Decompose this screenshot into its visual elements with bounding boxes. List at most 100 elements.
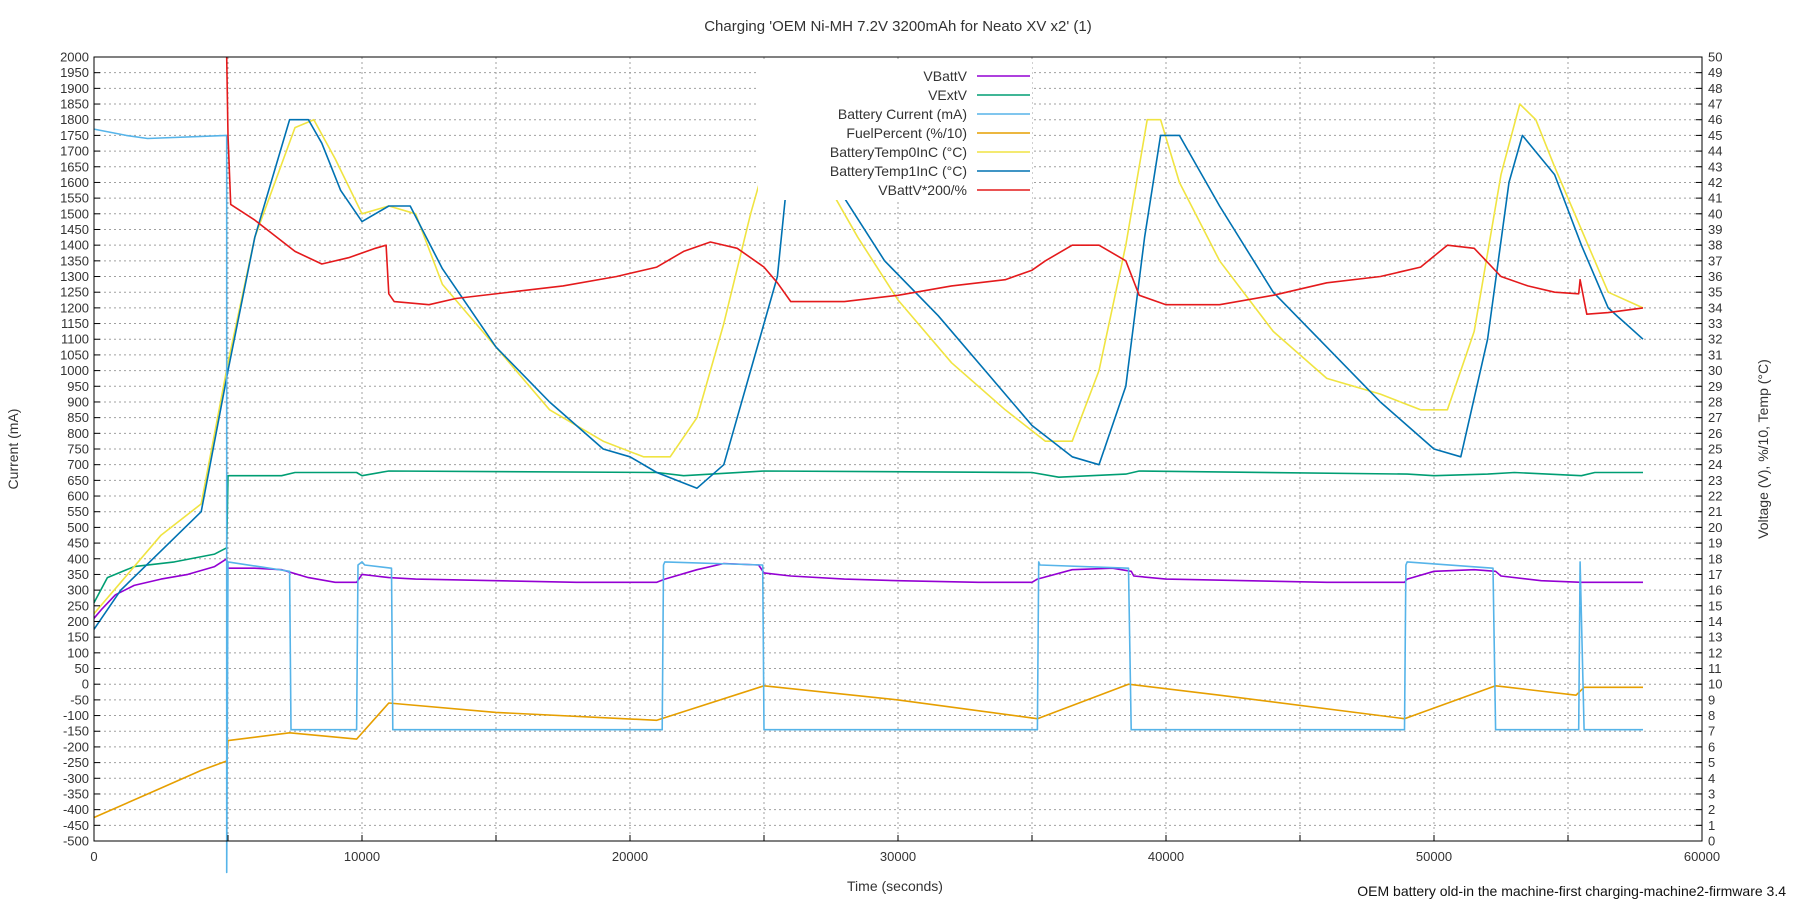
y-tick-label: -400 (63, 802, 89, 817)
legend-label-4: BatteryTemp0InC (°C) (830, 144, 967, 160)
y2-tick-label: 36 (1708, 269, 1722, 284)
y-tick-label: 1800 (60, 112, 89, 127)
x-axis-ticks: 0 10000 20000 30000 40000 50000 60000 (90, 835, 1720, 864)
y2-tick-label: 34 (1708, 300, 1722, 315)
y-tick-label: 1250 (60, 285, 89, 300)
y2-tick-label: 1 (1708, 818, 1715, 833)
y2-tick-label: 21 (1708, 504, 1722, 519)
y2-tick-label: 12 (1708, 645, 1722, 660)
x-tick-label: 10000 (344, 849, 380, 864)
y-tick-label: 0 (82, 677, 89, 692)
y-tick-label: -250 (63, 755, 89, 770)
y-tick-label: 50 (75, 661, 89, 676)
y-tick-label: 1450 (60, 222, 89, 237)
y2-tick-label: 18 (1708, 551, 1722, 566)
y-tick-label: -300 (63, 771, 89, 786)
x-tick-label: 50000 (1416, 849, 1452, 864)
y2-tick-label: 31 (1708, 347, 1722, 362)
series-line-6 (225, 56, 1644, 316)
y-tick-label: 600 (67, 489, 89, 504)
y-tick-label: 1350 (60, 253, 89, 268)
y2-tick-label: 25 (1708, 442, 1722, 457)
y2-tick-label: 46 (1708, 112, 1722, 127)
y-tick-label: -100 (63, 708, 89, 723)
y2-tick-label: 40 (1708, 206, 1722, 221)
y-tick-label: -150 (63, 724, 89, 739)
y2-tick-label: 42 (1708, 175, 1722, 190)
y-tick-label: 650 (67, 473, 89, 488)
legend-label-0: VBattV (923, 68, 967, 84)
y2-tick-label: 44 (1708, 144, 1722, 159)
y-tick-label: 800 (67, 426, 89, 441)
y2-axis-ticks: 0123456789101112131415161718192021222324… (1696, 50, 1722, 849)
y2-tick-label: 3 (1708, 786, 1715, 801)
chart-title: Charging 'OEM Ni-MH 7.2V 3200mAh for Nea… (704, 18, 1092, 35)
y2-tick-label: 49 (1708, 65, 1722, 80)
series-line-4 (93, 103, 1644, 615)
y-tick-label: 500 (67, 520, 89, 535)
y2-tick-label: 43 (1708, 159, 1722, 174)
y2-tick-label: 4 (1708, 771, 1715, 786)
y2-tick-label: 38 (1708, 238, 1722, 253)
y-tick-label: 2000 (60, 50, 89, 65)
y-tick-label: 1600 (60, 175, 89, 190)
y2-tick-label: 35 (1708, 285, 1722, 300)
y-tick-label: 1650 (60, 159, 89, 174)
y2-tick-label: 32 (1708, 332, 1722, 347)
y-tick-label: -450 (63, 818, 89, 833)
y2-tick-label: 23 (1708, 473, 1722, 488)
x-axis-title: Time (seconds) (847, 878, 943, 894)
legend-label-5: BatteryTemp1InC (°C) (830, 163, 967, 179)
y2-tick-label: 28 (1708, 394, 1722, 409)
series-line-1 (93, 470, 1643, 604)
y-tick-label: 1300 (60, 269, 89, 284)
y2-tick-label: 29 (1708, 379, 1722, 394)
y2-tick-label: 14 (1708, 614, 1722, 629)
y-tick-label: -500 (63, 834, 89, 849)
x-tick-label: 60000 (1684, 849, 1720, 864)
y-tick-label: 1150 (61, 316, 89, 331)
x-tick-label: 0 (90, 849, 97, 864)
y-axis-ticks: -500-450-400-350-300-250-200-150-100-500… (60, 50, 100, 849)
y2-tick-label: 8 (1708, 708, 1715, 723)
y2-tick-label: 24 (1708, 457, 1722, 472)
y-tick-label: 1000 (60, 363, 89, 378)
y-tick-label: 1900 (60, 81, 89, 96)
y2-tick-label: 0 (1708, 834, 1715, 849)
y2-tick-label: 6 (1708, 739, 1715, 754)
y-tick-label: 150 (67, 630, 89, 645)
legend: VBattV VExtV Battery Current (mA) FuelPerce… (830, 68, 1030, 198)
y-tick-label: 350 (67, 567, 89, 582)
y2-tick-label: 17 (1708, 567, 1722, 582)
y2-tick-label: 20 (1708, 520, 1722, 535)
y2-tick-label: 9 (1708, 692, 1715, 707)
y2-tick-label: 45 (1708, 128, 1722, 143)
footer-note: OEM battery old-in the machine-first cha… (1357, 883, 1786, 899)
y2-tick-label: 47 (1708, 97, 1722, 112)
x-tick-label: 20000 (612, 849, 648, 864)
y2-tick-label: 22 (1708, 489, 1722, 504)
y2-tick-label: 11 (1708, 661, 1722, 676)
y2-tick-label: 7 (1708, 724, 1715, 739)
y-tick-label: 450 (67, 536, 89, 551)
y-tick-label: 1100 (61, 332, 89, 347)
y2-tick-label: 27 (1708, 410, 1722, 425)
legend-label-2: Battery Current (mA) (838, 106, 967, 122)
y-tick-label: 100 (67, 645, 89, 660)
y2-tick-label: 10 (1708, 677, 1722, 692)
y2-tick-label: 50 (1708, 50, 1722, 65)
y-tick-label: 250 (67, 598, 89, 613)
y2-tick-label: 2 (1708, 802, 1715, 817)
y-tick-label: 850 (67, 410, 89, 425)
y-tick-label: 700 (67, 457, 89, 472)
y-tick-label: 1950 (60, 65, 89, 80)
y2-tick-label: 30 (1708, 363, 1722, 378)
y-tick-label: 400 (67, 551, 89, 566)
y2-tick-label: 19 (1708, 536, 1722, 551)
legend-label-3: FuelPercent (%/10) (846, 125, 967, 141)
y2-tick-label: 5 (1708, 755, 1715, 770)
y2-axis-title: Voltage (V), %/10, Temp (°C) (1755, 359, 1771, 539)
y2-tick-label: 37 (1708, 253, 1722, 268)
y-tick-label: 200 (67, 614, 89, 629)
